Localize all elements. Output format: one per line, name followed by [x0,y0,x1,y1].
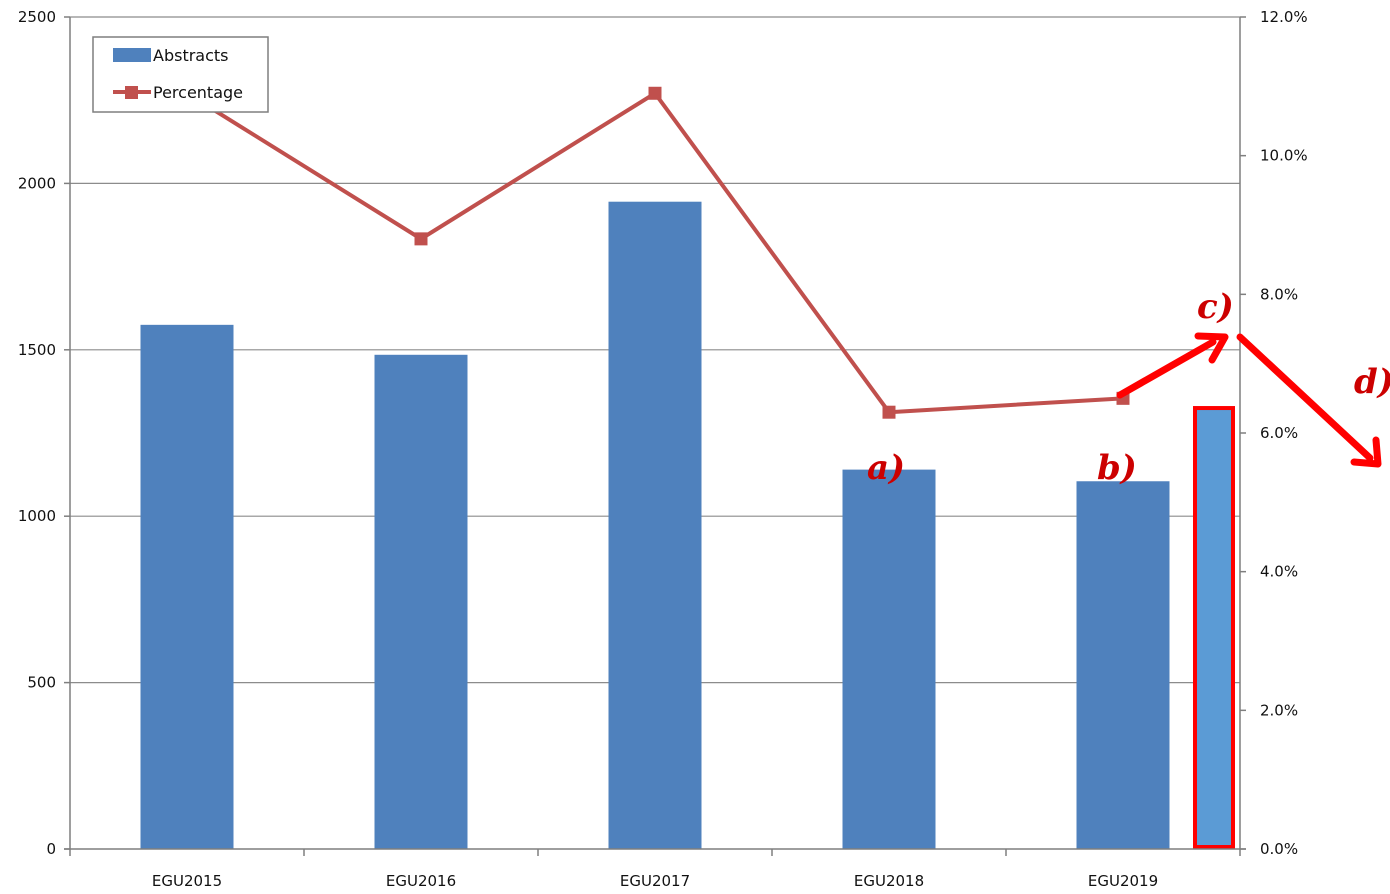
left-axis-tick-label: 2500 [18,8,56,26]
arrow-c-to-d-head [1350,436,1382,468]
x-axis-tick-label: EGU2015 [152,872,222,890]
right-axis-tick-label: 6.0% [1260,424,1298,442]
right-axis-tick-label: 12.0% [1260,8,1308,26]
legend-percentage-marker [125,86,138,99]
arrow-c-to-d [1236,333,1374,462]
left-axis-tick-label: 1500 [18,341,56,359]
x-axis-tick-label: EGU2017 [620,872,690,890]
legend-percentage-label: Percentage [153,83,243,102]
right-axis-tick-label: 0.0% [1260,840,1298,858]
bar-egu2019 [1076,481,1170,849]
percentage-marker-egu2018 [882,405,896,419]
highlighted-extra-bar [1193,406,1235,849]
right-axis-tick-label: 8.0% [1260,285,1298,303]
x-axis-tick-label: EGU2019 [1088,872,1158,890]
right-axis-tick-label: 2.0% [1260,701,1298,719]
right-axis-tick-label: 4.0% [1260,563,1298,581]
annotation-label-d: d) [1354,362,1390,402]
annotation-label-c: c) [1197,287,1234,327]
percentage-marker-egu2017 [648,86,662,100]
legend-abstracts-label: Abstracts [153,46,229,65]
left-axis-tick-label: 1000 [18,507,56,525]
left-axis-tick-label: 0 [46,840,56,858]
bar-egu2017 [608,201,702,850]
percentage-marker-egu2016 [414,232,428,246]
bar-egu2018 [842,469,936,849]
annotation-label-a: a) [867,448,905,488]
x-axis-tick-label: EGU2018 [854,872,924,890]
arrow-b-to-c-head [1194,332,1229,364]
left-axis-tick-label: 2000 [18,174,56,192]
bar-egu2015 [140,324,234,850]
annotation-label-b: b) [1097,448,1137,488]
bar-egu2016 [374,354,468,849]
legend-abstracts-swatch [113,48,151,62]
right-axis-tick-label: 10.0% [1260,147,1308,165]
arrow-b-to-c [1116,338,1217,399]
x-axis-tick-label: EGU2016 [386,872,456,890]
left-axis-tick-label: 500 [27,674,56,692]
